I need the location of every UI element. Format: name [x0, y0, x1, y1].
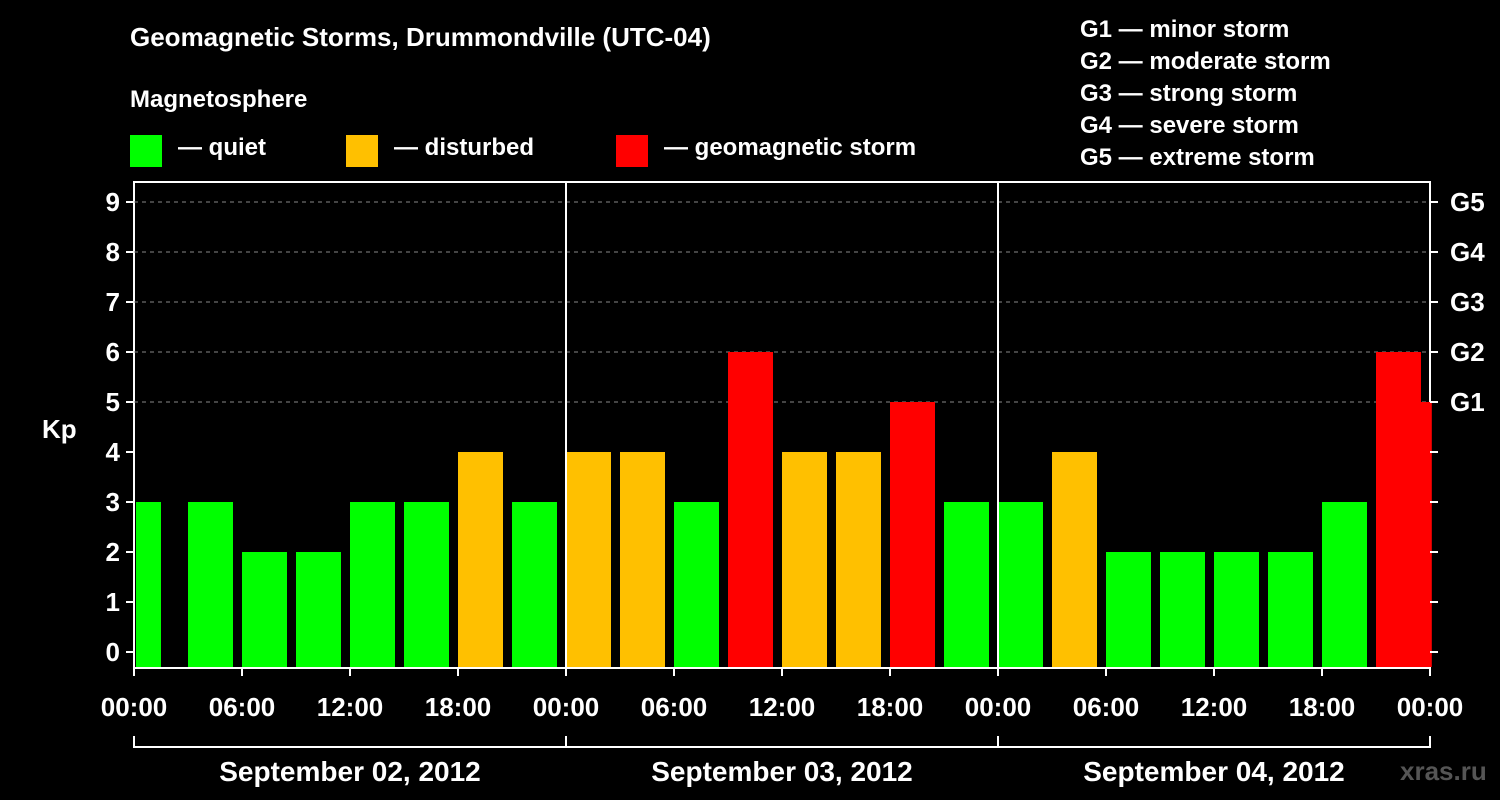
kp-bar	[136, 502, 161, 667]
watermark: xras.ru	[1400, 756, 1487, 786]
kp-bar	[944, 502, 989, 667]
legend-disturbed-label: — disturbed	[394, 134, 535, 161]
x-tick-label: 12:00	[317, 692, 384, 722]
chart-subtitle: Magnetosphere	[130, 86, 308, 113]
kp-bar	[1106, 552, 1151, 667]
y-tick-label: 8	[106, 237, 120, 267]
kp-bar	[728, 352, 773, 667]
kp-bar	[674, 502, 719, 667]
g-legend-g5: G5 — extreme storm	[1080, 144, 1315, 171]
kp-bar	[998, 502, 1043, 667]
day-label: September 04, 2012	[1083, 756, 1345, 787]
kp-bar	[350, 502, 395, 667]
kp-bar	[188, 502, 233, 667]
y-tick-label: 0	[106, 637, 120, 667]
right-g-label: G1	[1450, 387, 1485, 417]
kp-bar	[1214, 552, 1259, 667]
legend-storm-label: — geomagnetic storm	[664, 134, 917, 161]
kp-bar	[1376, 352, 1421, 667]
kp-bar	[1052, 452, 1097, 667]
right-g-label: G3	[1450, 287, 1485, 317]
x-tick-label: 06:00	[641, 692, 708, 722]
right-g-label: G2	[1450, 337, 1485, 367]
kp-bar	[836, 452, 881, 667]
g-legend-g3: G3 — strong storm	[1080, 80, 1298, 107]
kp-bar	[566, 452, 611, 667]
x-tick-label: 18:00	[857, 692, 924, 722]
x-tick-label: 18:00	[1289, 692, 1356, 722]
kp-bar	[1160, 552, 1205, 667]
y-tick-label: 5	[106, 387, 120, 417]
y-axis-label: Kp	[42, 414, 77, 444]
y-tick-label: 1	[106, 587, 120, 617]
g-legend-g4: G4 — severe storm	[1080, 112, 1299, 139]
legend-storm-swatch	[616, 135, 648, 167]
y-tick-label: 7	[106, 287, 120, 317]
x-tick-label: 00:00	[1397, 692, 1464, 722]
g-legend-g1: G1 — minor storm	[1080, 16, 1290, 43]
day-label: September 02, 2012	[219, 756, 481, 787]
x-tick-label: 12:00	[1181, 692, 1248, 722]
y-tick-label: 9	[106, 187, 120, 217]
g-legend-g2: G2 — moderate storm	[1080, 48, 1331, 75]
kp-bar	[1322, 502, 1367, 667]
kp-bar	[1268, 552, 1313, 667]
kp-bar	[296, 552, 341, 667]
kp-bar	[404, 502, 449, 667]
kp-bar	[620, 452, 665, 667]
y-tick-label: 4	[106, 437, 121, 467]
y-tick-label: 2	[106, 537, 120, 567]
right-g-label: G4	[1450, 237, 1485, 267]
kp-bar	[1421, 402, 1432, 667]
x-tick-label: 00:00	[101, 692, 168, 722]
x-tick-label: 12:00	[749, 692, 816, 722]
kp-bar	[242, 552, 287, 667]
x-tick-label: 06:00	[1073, 692, 1140, 722]
legend-quiet-label: — quiet	[178, 134, 266, 161]
kp-bar	[782, 452, 827, 667]
chart-title: Geomagnetic Storms, Drummondville (UTC-0…	[130, 22, 711, 52]
legend-disturbed-swatch	[346, 135, 378, 167]
y-tick-label: 6	[106, 337, 120, 367]
x-tick-label: 00:00	[533, 692, 600, 722]
kp-bar	[890, 402, 935, 667]
kp-bar	[512, 502, 557, 667]
kp-bar	[458, 452, 503, 667]
x-tick-label: 06:00	[209, 692, 276, 722]
y-tick-label: 3	[106, 487, 120, 517]
x-tick-label: 00:00	[965, 692, 1032, 722]
x-tick-label: 18:00	[425, 692, 492, 722]
day-label: September 03, 2012	[651, 756, 913, 787]
right-g-label: G5	[1450, 187, 1485, 217]
legend-quiet-swatch	[130, 135, 162, 167]
